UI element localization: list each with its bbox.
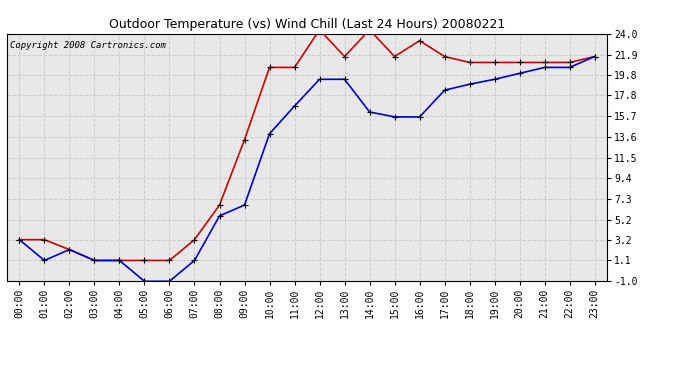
Title: Outdoor Temperature (vs) Wind Chill (Last 24 Hours) 20080221: Outdoor Temperature (vs) Wind Chill (Las… — [109, 18, 505, 31]
Text: Copyright 2008 Cartronics.com: Copyright 2008 Cartronics.com — [10, 41, 166, 50]
